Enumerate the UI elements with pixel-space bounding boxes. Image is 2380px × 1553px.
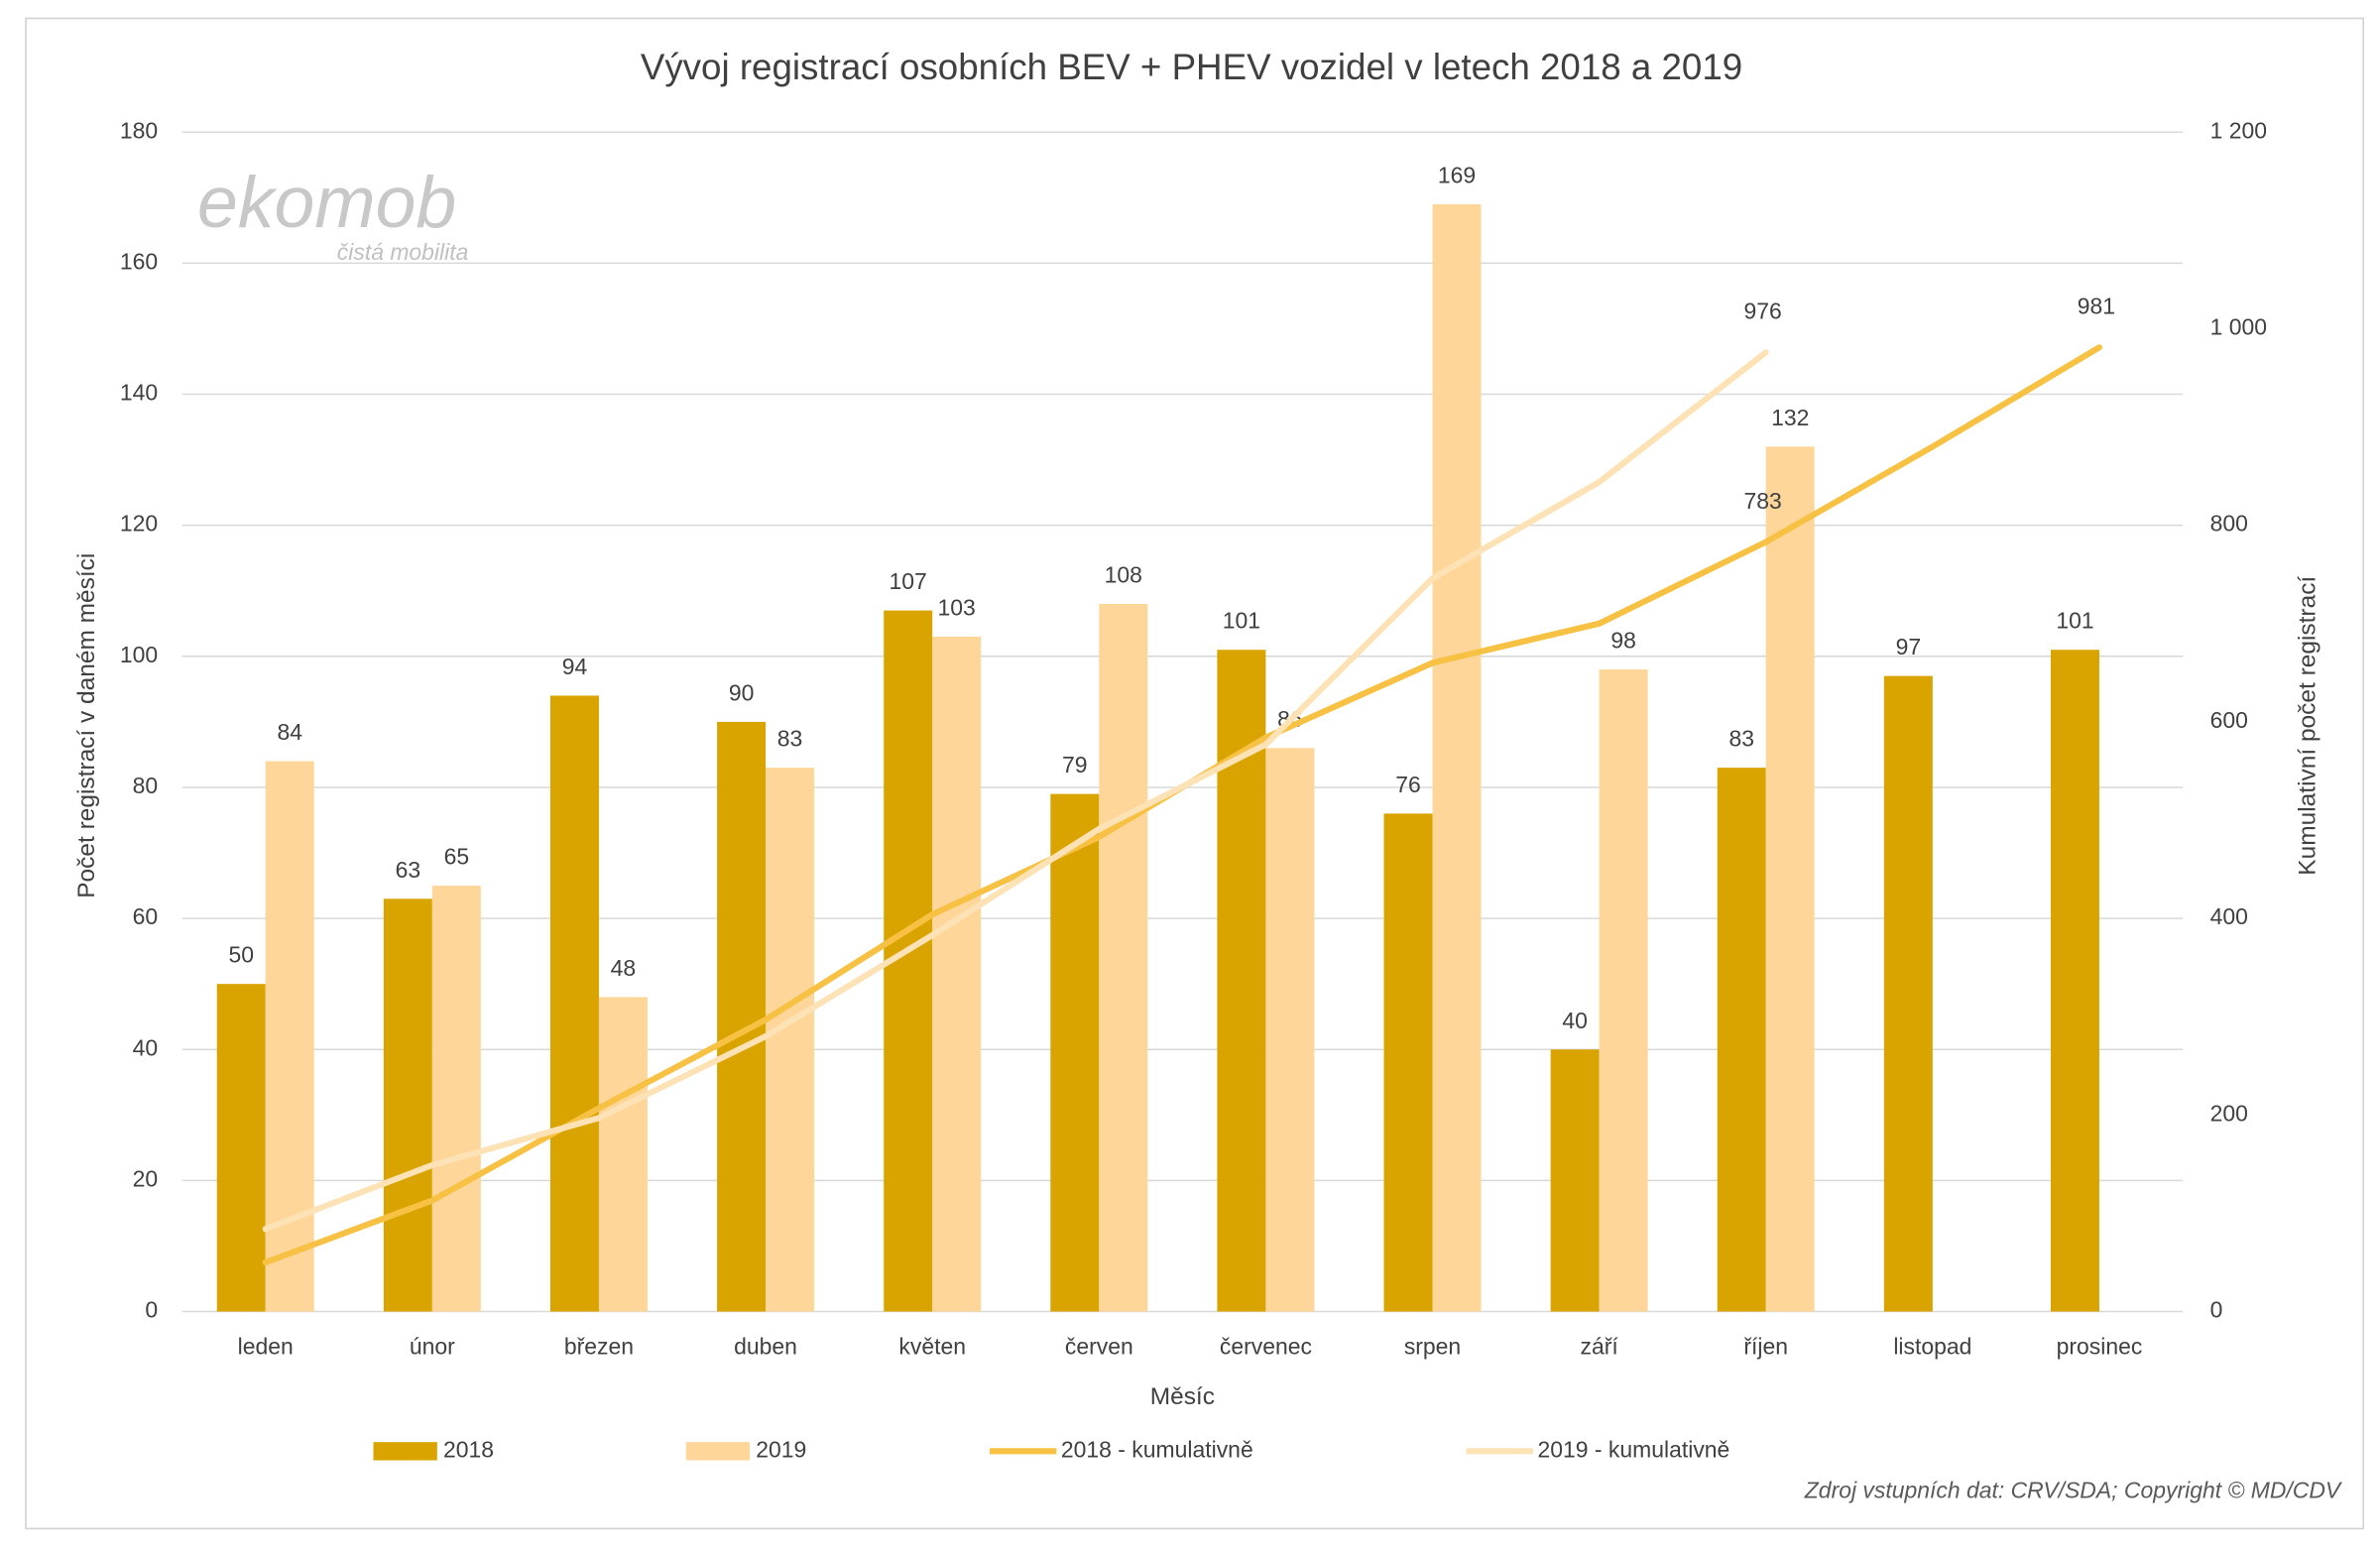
y2-tick-label: 1 000 bbox=[2210, 314, 2267, 340]
watermark-sub: čistá mobilita bbox=[337, 239, 469, 265]
y2-tick-label: 200 bbox=[2210, 1100, 2248, 1126]
bar bbox=[1717, 768, 1766, 1312]
line-label: 976 bbox=[1744, 299, 1782, 324]
bar-label: 50 bbox=[228, 942, 254, 968]
y-tick-label: 120 bbox=[120, 511, 158, 537]
bar-label: 169 bbox=[1438, 162, 1476, 187]
bar bbox=[1599, 669, 1648, 1312]
legend-label: 2019 bbox=[756, 1436, 806, 1462]
y-tick-label: 160 bbox=[120, 248, 158, 274]
bar-label: 48 bbox=[611, 955, 637, 981]
x-tick-label: srpen bbox=[1404, 1333, 1461, 1359]
bar bbox=[1265, 748, 1315, 1312]
x-tick-label: květen bbox=[898, 1333, 966, 1359]
bar-label: 103 bbox=[938, 595, 976, 621]
y2-tick-label: 0 bbox=[2210, 1297, 2223, 1323]
bar-label: 65 bbox=[444, 844, 470, 870]
y2-tick-label: 1 200 bbox=[2210, 117, 2267, 143]
y-axis-title: Počet registrací v daném měsíci bbox=[73, 553, 100, 898]
line-label: 783 bbox=[1744, 488, 1782, 514]
bar bbox=[1432, 203, 1482, 1312]
bar bbox=[1050, 793, 1100, 1312]
x-tick-label: březen bbox=[564, 1333, 634, 1359]
bar bbox=[1883, 675, 1933, 1312]
bar bbox=[216, 984, 266, 1312]
bar bbox=[1765, 446, 1815, 1312]
line-label: 981 bbox=[2078, 294, 2115, 319]
y2-tick-label: 600 bbox=[2210, 707, 2248, 733]
bar-label: 40 bbox=[1562, 1008, 1588, 1033]
x-tick-label: září bbox=[1581, 1333, 1619, 1359]
bar bbox=[1550, 1049, 1600, 1312]
x-tick-label: prosinec bbox=[2057, 1333, 2143, 1359]
bar-label: 98 bbox=[1610, 628, 1636, 654]
bar bbox=[2050, 650, 2099, 1312]
bar bbox=[1383, 813, 1433, 1312]
x-tick-label: říjen bbox=[1743, 1333, 1788, 1359]
bar-label: 84 bbox=[277, 719, 302, 745]
bar-label: 97 bbox=[1896, 634, 1922, 659]
y-tick-label: 180 bbox=[120, 117, 158, 143]
bar-label: 63 bbox=[396, 857, 421, 883]
x-tick-label: duben bbox=[734, 1333, 797, 1359]
y-tick-label: 80 bbox=[133, 773, 159, 798]
bar-label: 83 bbox=[777, 726, 803, 752]
line bbox=[262, 349, 1769, 1233]
y-tick-label: 140 bbox=[120, 380, 158, 406]
source-note: Zdroj vstupních dat: CRV/SDA; Copyright … bbox=[1804, 1478, 2343, 1503]
y-tick-label: 0 bbox=[145, 1297, 158, 1323]
bar bbox=[766, 768, 815, 1312]
bar bbox=[383, 898, 432, 1312]
bar-label: 90 bbox=[729, 679, 755, 705]
bar-label: 83 bbox=[1728, 726, 1754, 752]
bar-label: 101 bbox=[1223, 608, 1260, 634]
legend-label: 2018 bbox=[443, 1436, 494, 1462]
y-tick-label: 20 bbox=[133, 1165, 159, 1191]
bar bbox=[1099, 603, 1148, 1312]
bar-label: 76 bbox=[1395, 772, 1421, 797]
x-tick-label: leden bbox=[238, 1333, 294, 1359]
bar bbox=[549, 695, 599, 1312]
x-tick-label: listopad bbox=[1893, 1333, 1971, 1359]
y2-tick-label: 400 bbox=[2210, 903, 2248, 929]
y2-axis-title: Kumulativní počet registrací bbox=[2295, 576, 2321, 876]
x-tick-label: červenec bbox=[1220, 1333, 1312, 1359]
bar bbox=[431, 886, 481, 1312]
bar-label: 101 bbox=[2056, 608, 2093, 634]
watermark: ekomob bbox=[197, 161, 456, 243]
bar bbox=[598, 997, 648, 1312]
legend-swatch bbox=[373, 1442, 437, 1461]
y-tick-label: 40 bbox=[133, 1034, 159, 1060]
y2-tick-label: 800 bbox=[2210, 511, 2248, 537]
bar-label: 108 bbox=[1105, 561, 1142, 587]
legend-label: 2018 - kumulativně bbox=[1061, 1436, 1253, 1462]
bar bbox=[932, 637, 982, 1312]
bar-label: 132 bbox=[1771, 405, 1809, 430]
x-axis-title: Měsíc bbox=[1150, 1383, 1215, 1410]
bar-label: 107 bbox=[890, 568, 927, 594]
chart-title: Vývoj registrací osobních BEV + PHEV voz… bbox=[641, 47, 1742, 87]
bar bbox=[717, 721, 767, 1312]
legend-label: 2019 - kumulativně bbox=[1538, 1436, 1730, 1462]
y-tick-label: 100 bbox=[120, 642, 158, 667]
bar-label: 94 bbox=[562, 654, 588, 679]
bar-label: 79 bbox=[1062, 752, 1088, 777]
legend-swatch bbox=[685, 1442, 751, 1461]
x-tick-label: únor bbox=[410, 1333, 455, 1359]
y-tick-label: 60 bbox=[133, 903, 159, 929]
x-tick-label: červen bbox=[1065, 1333, 1133, 1359]
